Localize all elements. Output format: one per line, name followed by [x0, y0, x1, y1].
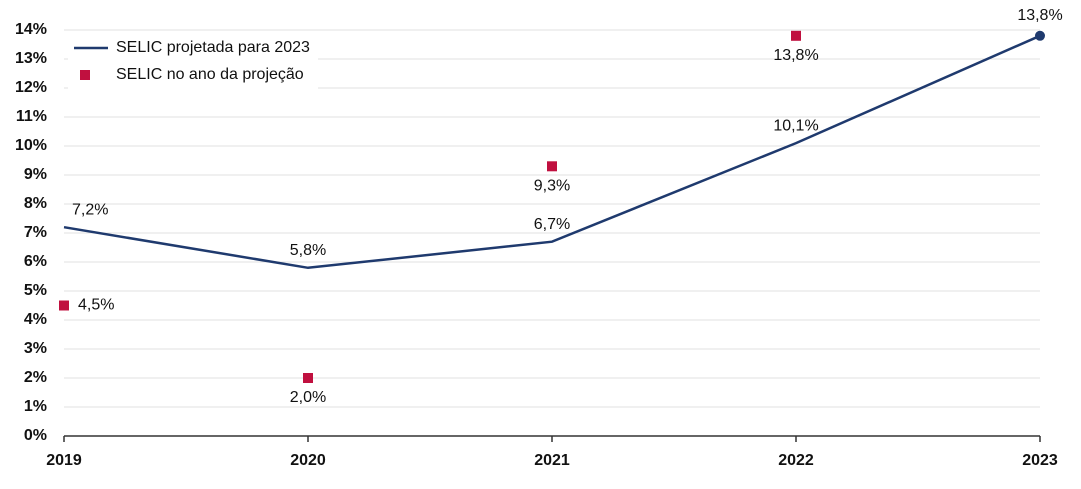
y-tick-label: 7%: [24, 224, 47, 241]
y-tick-label: 4%: [24, 311, 47, 328]
data-label: 7,2%: [72, 201, 108, 218]
legend-label: SELIC no ano da projeção: [116, 66, 304, 83]
point: [547, 161, 557, 172]
y-tick-label: 6%: [24, 253, 47, 270]
line: [63, 34, 1041, 270]
y-tick-label: 8%: [24, 195, 47, 212]
point: [59, 300, 69, 311]
data-label: 2,0%: [290, 389, 326, 406]
x-tick-label: 2023: [1022, 452, 1058, 469]
y-tick-label: 14%: [15, 21, 47, 38]
y-tick-label: 12%: [15, 79, 47, 96]
data-label: 13,8%: [1017, 7, 1062, 24]
y-tick-label: 1%: [24, 398, 47, 415]
y-tick-label: 10%: [15, 137, 47, 154]
data-label: 9,3%: [534, 178, 570, 195]
data-label: 5,8%: [290, 242, 326, 259]
data-label: 10,1%: [773, 117, 818, 134]
legend-bg: [68, 34, 318, 90]
y-tick-label: 3%: [24, 340, 47, 357]
point: [303, 373, 313, 383]
y-tick-label: 5%: [24, 282, 47, 299]
point: [791, 30, 801, 41]
data-label: 6,7%: [534, 216, 570, 233]
y-tick-label: 2%: [24, 369, 47, 386]
y-tick-label: 0%: [24, 427, 47, 444]
legend-swatch: [80, 70, 90, 80]
data-label: 4,5%: [78, 297, 114, 314]
end-marker: [1035, 30, 1045, 41]
x-tick-label: 2021: [534, 452, 570, 469]
x-tick-label: 2019: [46, 452, 82, 469]
y-tick-label: 9%: [24, 166, 47, 183]
x-tick-label: 2022: [778, 452, 814, 469]
y-tick-label: 11%: [16, 108, 47, 125]
x-tick-label: 2020: [290, 452, 326, 469]
y-tick-label: 13%: [15, 50, 47, 67]
data-label: 13,8%: [773, 47, 818, 64]
legend-label: SELIC projetada para 2023: [116, 39, 310, 56]
